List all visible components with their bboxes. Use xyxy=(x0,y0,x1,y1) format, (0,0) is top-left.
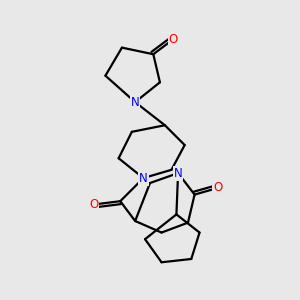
Text: O: O xyxy=(213,182,222,194)
Text: N: N xyxy=(131,96,140,109)
Text: O: O xyxy=(169,33,178,46)
Text: O: O xyxy=(89,198,98,211)
Text: N: N xyxy=(139,172,148,184)
Text: N: N xyxy=(174,167,182,180)
